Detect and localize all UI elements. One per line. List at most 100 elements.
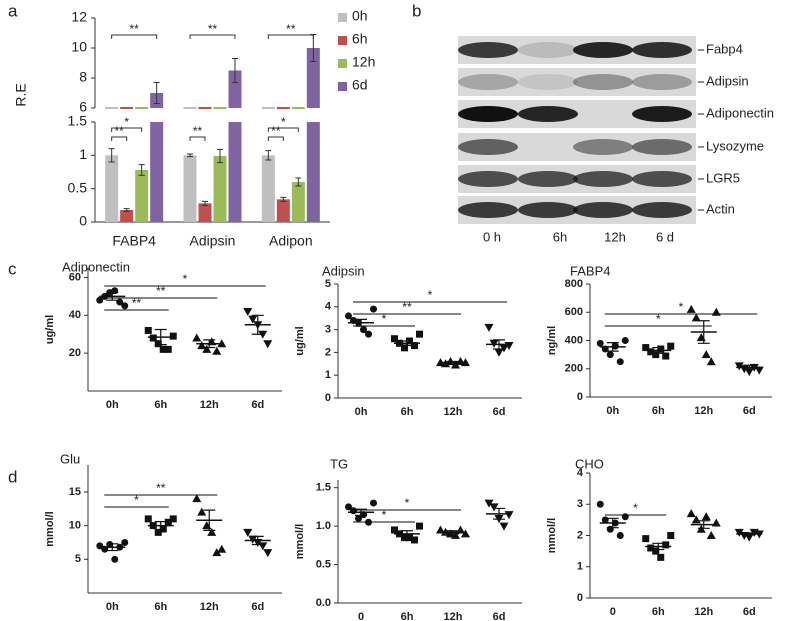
x-tick-label: 0: [358, 611, 364, 621]
data-point: [691, 313, 701, 322]
y-tick-label: 2: [577, 529, 583, 541]
y-tick-label: 0: [577, 391, 583, 403]
significance-label: *: [382, 312, 387, 326]
x-tick-label: 6d: [493, 406, 506, 418]
error-bar: [265, 150, 272, 161]
data-point: [370, 499, 377, 507]
blot-band: [573, 74, 633, 90]
sem-bar: [154, 328, 167, 346]
data-point: [499, 522, 509, 531]
sem-bar: [154, 520, 167, 531]
data-point: [616, 532, 624, 539]
data-point: [504, 511, 514, 520]
data-point: [159, 525, 167, 533]
legend-label: 12h: [352, 54, 375, 70]
data-point: [370, 305, 377, 313]
bar: [291, 182, 305, 222]
y-tick-label: 1.0: [316, 520, 331, 532]
y-tick-label: 0: [577, 592, 583, 604]
data-point: [217, 544, 227, 553]
sem-bar: [743, 364, 756, 371]
data-point: [701, 512, 711, 521]
bar: [228, 70, 242, 108]
data-point: [169, 515, 177, 523]
bar: [306, 122, 320, 222]
significance-bracket: [267, 127, 299, 132]
legend-label: 6h: [352, 31, 368, 47]
y-tick-label: 3: [577, 498, 583, 510]
bar: [198, 203, 212, 222]
blot-band: [632, 106, 692, 122]
blot-band: [573, 42, 633, 58]
data-point: [642, 344, 650, 352]
data-point: [606, 351, 614, 359]
significance-label: *: [382, 508, 387, 522]
x-tick-label: 6h: [652, 606, 665, 618]
data-point: [744, 368, 754, 377]
y-tick-label: 1: [577, 561, 583, 573]
legend-swatch: [338, 82, 347, 91]
y-tick-label: 200: [565, 363, 583, 375]
error-bar: [123, 208, 130, 212]
significance-bracket: [189, 34, 236, 39]
data-point: [596, 500, 604, 508]
data-point: [706, 357, 716, 366]
chart-title: CHO: [575, 456, 604, 471]
sem-bar: [447, 360, 459, 365]
blot-lane-label: 6 d: [656, 229, 674, 244]
data-point: [401, 344, 408, 352]
data-point: [212, 548, 222, 557]
sem-bar: [401, 530, 413, 538]
error-bar: [232, 58, 238, 83]
blot-row-label: Lysozyme: [706, 138, 764, 153]
data-point: [416, 330, 423, 338]
data-point: [744, 533, 754, 542]
blot-band: [518, 202, 578, 218]
error-bar: [153, 82, 160, 104]
data-point: [391, 335, 398, 343]
y-axis-label: mmol/l: [546, 518, 558, 553]
y-tick-label: 0: [325, 392, 331, 404]
blot-band: [632, 171, 692, 187]
blot-band: [518, 74, 578, 90]
data-point: [360, 326, 367, 334]
x-tick-label: 12h: [444, 406, 463, 418]
blot-row-label: LGR5: [706, 170, 740, 185]
data-point: [192, 333, 202, 342]
y-tick-label: 0: [79, 213, 87, 229]
x-tick-label: 0: [610, 606, 616, 618]
data-point: [416, 522, 423, 530]
sem-bar: [401, 340, 413, 347]
bar: [150, 122, 164, 222]
blot-lane-label: 0 h: [483, 229, 501, 244]
x-tick-label: Adipsin: [190, 233, 236, 249]
sem-bar: [251, 535, 264, 546]
x-tick-label: 6d: [743, 606, 756, 618]
panel-label: d: [8, 467, 17, 486]
data-point: [657, 345, 665, 353]
data-point: [436, 525, 445, 534]
blot-lane-label: 6h: [553, 229, 567, 244]
data-point: [596, 339, 604, 347]
error-bar: [217, 148, 223, 164]
y-tick-label: 1.5: [316, 482, 331, 494]
panel-label: a: [8, 1, 18, 20]
blot-band: [458, 202, 518, 218]
chart-title: Adipsin: [322, 263, 365, 278]
blot-band: [518, 106, 578, 122]
data-point: [652, 351, 660, 359]
y-tick-label: 2: [325, 346, 331, 358]
blot-band: [573, 202, 633, 218]
sem-bar: [606, 517, 619, 529]
sem-bar: [203, 509, 216, 531]
blot-band: [632, 42, 692, 58]
y-tick-label: 10: [69, 520, 81, 532]
significance-bracket: [267, 136, 284, 141]
data-point: [706, 531, 716, 539]
blot-row-label: Adipsin: [706, 73, 749, 88]
data-point: [667, 532, 675, 539]
panel-label: c: [8, 259, 17, 278]
y-tick-label: 15: [69, 486, 81, 498]
y-axis-label: ug/ml: [294, 326, 306, 355]
